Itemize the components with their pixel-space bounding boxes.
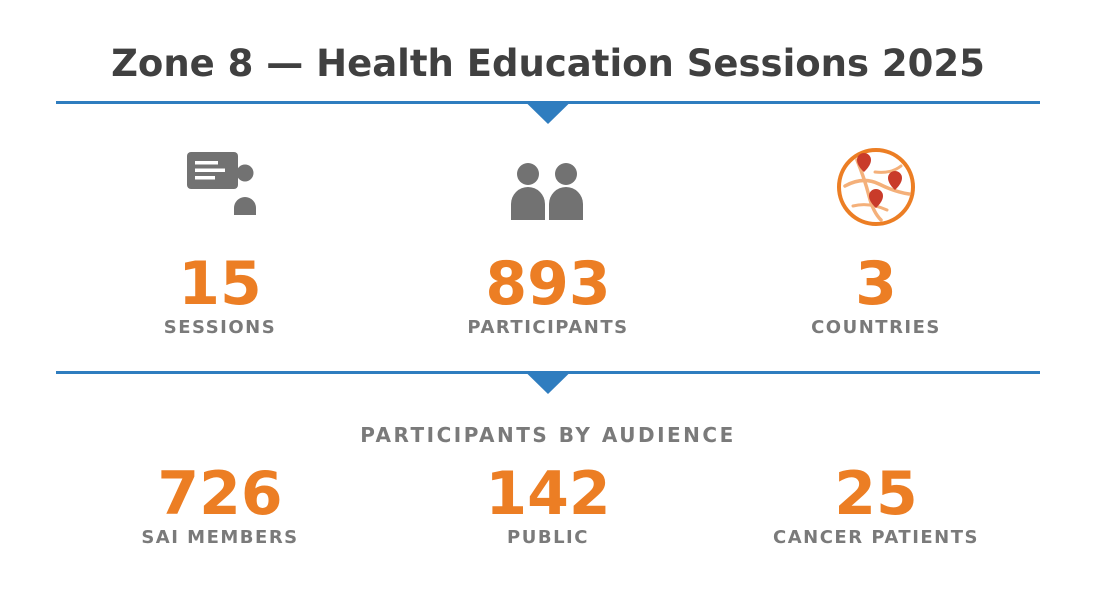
presentation-icon bbox=[187, 152, 256, 215]
map-pins-icon bbox=[837, 148, 915, 226]
stat-value: 15 bbox=[178, 249, 262, 319]
stat-label: COUNTRIES bbox=[811, 317, 941, 338]
stat-public: 142 PUBLIC bbox=[398, 461, 698, 549]
stat-value: 726 bbox=[157, 459, 283, 529]
stat-label: SAI MEMBERS bbox=[141, 527, 299, 548]
stat-value: 142 bbox=[485, 459, 611, 529]
stat-sai-members: 726 SAI MEMBERS bbox=[70, 461, 370, 549]
stat-label: PARTICIPANTS bbox=[467, 317, 629, 338]
page-title: Zone 8 — Health Education Sessions 2025 bbox=[111, 42, 985, 85]
audience-heading: PARTICIPANTS BY AUDIENCE bbox=[360, 423, 736, 447]
stat-cancer-patients: 25 CANCER PATIENTS bbox=[726, 461, 1026, 549]
stat-value: 893 bbox=[485, 249, 611, 319]
stat-countries: 3 COUNTRIES bbox=[726, 251, 1026, 339]
stat-label: PUBLIC bbox=[507, 527, 589, 548]
stat-participants: 893 PARTICIPANTS bbox=[398, 251, 698, 339]
top-divider bbox=[56, 101, 1040, 124]
middle-divider bbox=[56, 371, 1040, 394]
stat-label: CANCER PATIENTS bbox=[773, 527, 979, 548]
people-icon bbox=[511, 163, 583, 220]
stat-sessions: 15 SESSIONS bbox=[70, 251, 370, 339]
stat-value: 3 bbox=[855, 249, 897, 319]
stat-label: SESSIONS bbox=[163, 317, 277, 338]
stat-value: 25 bbox=[834, 459, 918, 529]
